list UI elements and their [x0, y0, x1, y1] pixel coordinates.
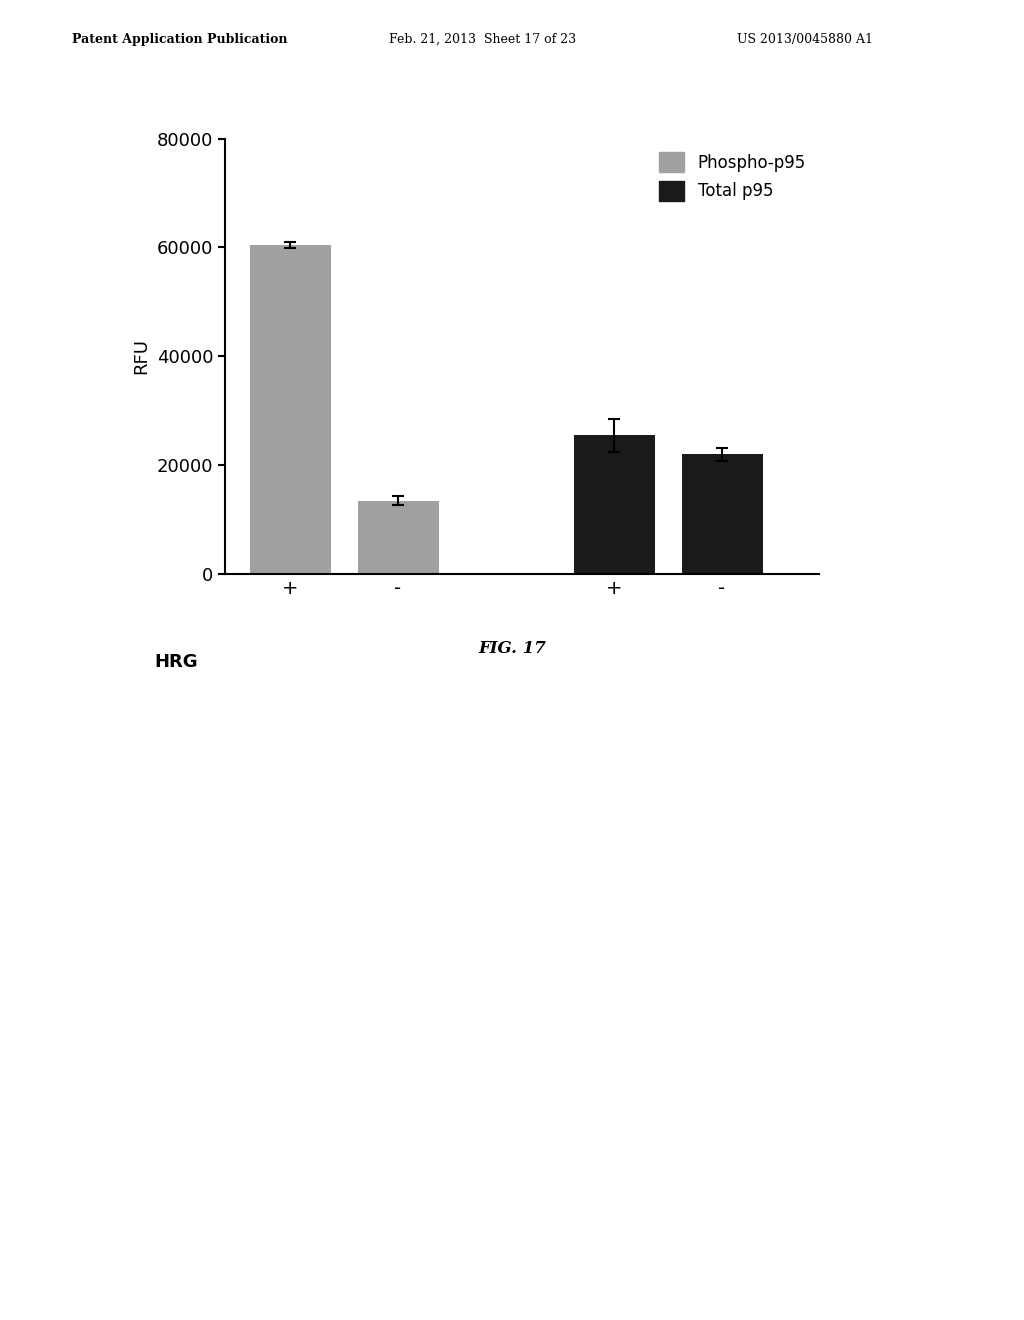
Y-axis label: RFU: RFU [132, 338, 151, 375]
Bar [573, 436, 654, 574]
Text: HRG: HRG [154, 652, 198, 671]
Bar [250, 244, 331, 574]
Text: FIG. 17: FIG. 17 [478, 640, 546, 657]
Text: Feb. 21, 2013  Sheet 17 of 23: Feb. 21, 2013 Sheet 17 of 23 [389, 33, 577, 46]
Text: US 2013/0045880 A1: US 2013/0045880 A1 [737, 33, 873, 46]
Bar [357, 500, 438, 574]
Bar [682, 454, 763, 574]
Text: Patent Application Publication: Patent Application Publication [72, 33, 287, 46]
Legend: Phospho-p95, Total p95: Phospho-p95, Total p95 [654, 147, 811, 206]
